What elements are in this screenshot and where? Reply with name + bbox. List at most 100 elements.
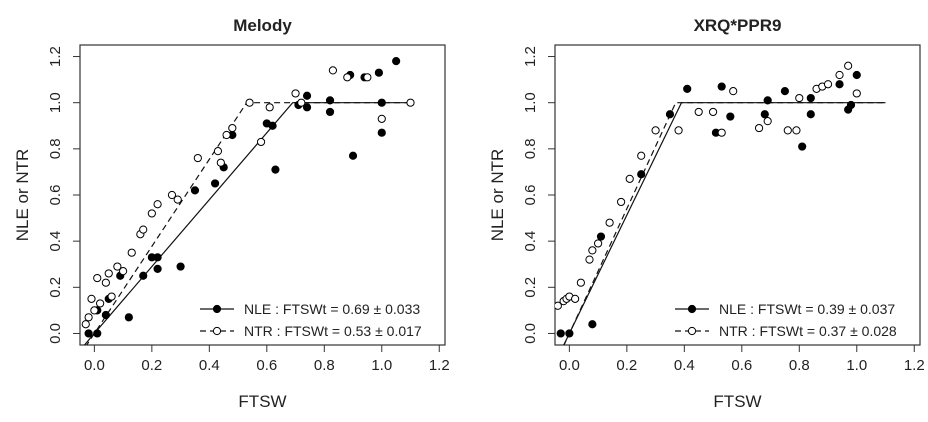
- xrq-nle-point: [846, 100, 856, 110]
- melody-nle-point: [392, 57, 401, 66]
- melody-x-tick-label: 0.4: [199, 357, 220, 374]
- melody-ntr-point: [139, 225, 148, 234]
- melody-x-tick-label: 0.0: [84, 357, 105, 374]
- xrq-ntr-point: [555, 301, 562, 310]
- melody-x-tick-label: 0.6: [256, 357, 277, 374]
- xrq-ntr-point: [844, 61, 853, 70]
- melody-ntr-point: [377, 114, 386, 123]
- xrq-y-tick-label: 1.2: [522, 46, 539, 67]
- xrq-nle-point: [683, 84, 692, 93]
- melody-ntr-point: [328, 66, 338, 75]
- melody-ntr-point: [193, 153, 202, 163]
- xrq-nle-point: [556, 329, 565, 338]
- xrq-ntr-point: [585, 255, 594, 264]
- melody-y-tick-label: 1.2: [47, 46, 64, 67]
- melody-nle-point: [348, 151, 358, 160]
- melody-y-tick-label: 1.0: [47, 92, 64, 113]
- melody-ntr-point: [291, 89, 300, 98]
- melody-plot-frame: [79, 44, 446, 346]
- melody-ntr-point: [104, 269, 113, 278]
- xrq-ntr-point: [694, 107, 703, 117]
- xrq-ntr-point: [625, 174, 634, 183]
- xrq-ntr-point: [729, 87, 738, 96]
- melody-ntr-point: [406, 98, 415, 107]
- melody-nle-point: [271, 165, 280, 174]
- xrq-plot-frame: [554, 44, 921, 346]
- xrq-ntr-point: [783, 126, 792, 135]
- melody-ntr-point: [93, 273, 102, 283]
- melody-legend-label-nle: NLE : FTSWt = 0.69 ± 0.033: [244, 301, 420, 317]
- xrq-nle-point: [726, 112, 735, 121]
- xrq-ntr-point: [617, 197, 626, 207]
- melody-ntr-point: [363, 73, 372, 82]
- xrq-legend-label-ntr: NTR : FTSWt = 0.37 ± 0.028: [719, 323, 897, 339]
- xrq-y-tick-label: 0.2: [522, 277, 539, 298]
- melody-nle-point: [124, 313, 133, 322]
- melody-ntr-point: [265, 103, 274, 112]
- melody-ntr-point: [222, 130, 231, 140]
- melody-y-tick-label: 0.2: [47, 277, 64, 298]
- xrq-nle-point: [780, 87, 790, 96]
- melody-x-tick-label: 0.8: [314, 357, 335, 374]
- melody-nle-point: [377, 128, 386, 137]
- xrq-nle-point: [637, 170, 646, 179]
- xrq-legend-label-nle: NLE : FTSWt = 0.39 ± 0.037: [719, 301, 895, 317]
- melody-y-axis-label: NLE or NTR: [13, 149, 32, 242]
- melody-nle-point: [101, 310, 110, 320]
- melody-y-tick-label: 0.4: [47, 231, 64, 252]
- xrq-ntr-point: [835, 70, 844, 80]
- melody-panel: Melody 0.0 0.2 0.4 0.6 0.8 1.0 1.2 0.0 0.2 0.4 0.6 0…: [13, 16, 450, 411]
- melody-ntr-point: [113, 262, 122, 271]
- xrq-nle-point: [763, 96, 772, 105]
- xrq-x-axis-label: FTSW: [713, 392, 761, 411]
- melody-ntr-point: [173, 195, 182, 204]
- melody-ntr-point: [90, 306, 99, 315]
- melody-nle-point: [139, 271, 148, 280]
- xrq-ntr-point: [708, 107, 718, 117]
- xrq-ntr-point: [754, 123, 764, 133]
- melody-ntr-point: [107, 292, 116, 301]
- xrq-ntr-point: [605, 218, 614, 227]
- xrq-x-tick-label: 0.2: [616, 357, 637, 374]
- xrq-nle-point: [798, 142, 807, 151]
- xrq-ntr-point: [792, 126, 801, 135]
- xrq-ntr-point: [717, 128, 726, 137]
- melody-x-tick-label: 1.2: [429, 357, 450, 374]
- xrq-y-tick-label: 0.0: [522, 323, 539, 344]
- xrq-x-tick-label: 1.2: [904, 357, 925, 374]
- melody-x-tick-label: 0.2: [141, 357, 162, 374]
- melody-ntr-point: [213, 147, 223, 156]
- melody-nle-point: [302, 103, 312, 112]
- xrq-nle-point: [852, 70, 861, 80]
- xrq-plot-area: [555, 61, 886, 345]
- melody-ntr-point: [127, 248, 136, 257]
- melody-ntr-point: [87, 294, 96, 303]
- melody-ntr-point: [228, 123, 237, 133]
- xrq-ntr-point: [637, 151, 646, 160]
- xrq-x-tick-label: 0.8: [789, 357, 810, 374]
- xrq-ntr-point: [651, 126, 660, 135]
- xrq-x-tick-label: 1.0: [846, 357, 867, 374]
- xrq-legend-marker-ntr: [687, 326, 697, 336]
- xrq-nle-point: [665, 110, 675, 119]
- xrq-nle-point: [596, 232, 606, 241]
- melody-ntr-point: [101, 278, 110, 287]
- melody-nle-fit-line: [83, 102, 411, 345]
- melody-legend-label-ntr: NTR : FTSWt = 0.53 ± 0.017: [244, 323, 422, 339]
- xrq-x-tick-label: 0.4: [674, 357, 695, 374]
- melody-nle-point: [176, 262, 185, 271]
- xrq-y-axis-label: NLE or NTR: [488, 149, 507, 242]
- melody-x-axis-label: FTSW: [238, 392, 286, 411]
- xrq-y-tick-label: 0.8: [522, 138, 539, 159]
- melody-legend-marker-nle: [212, 304, 222, 314]
- xrq-ntr-point: [576, 278, 585, 287]
- melody-nle-point: [268, 121, 277, 130]
- xrq-y-tick-label: 0.6: [522, 185, 539, 206]
- xrq-y-tick-label: 1.0: [522, 92, 539, 113]
- xrq-ntr-point: [795, 93, 804, 103]
- melody-ntr-point: [119, 267, 128, 276]
- melody-x-tick-label: 1.0: [371, 357, 392, 374]
- melody-ntr-point: [245, 98, 254, 107]
- xrq-nle-point: [565, 329, 574, 338]
